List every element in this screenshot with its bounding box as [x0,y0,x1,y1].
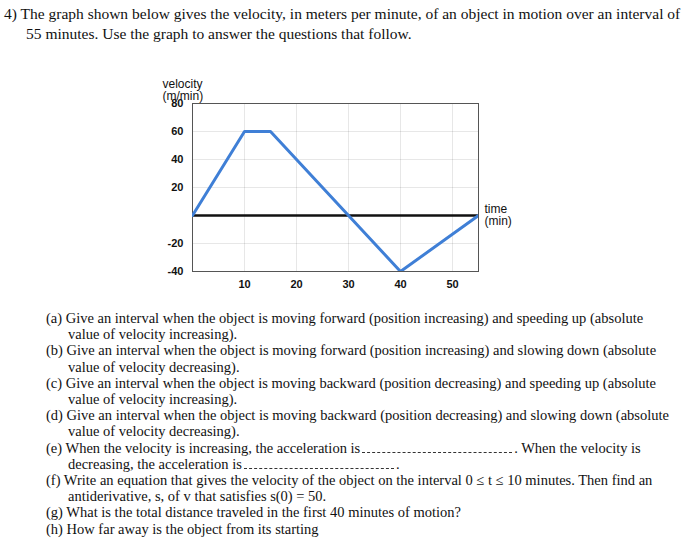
svg-text:10: 10 [238,278,250,290]
html-text:(f) Write an equation that giv: (f) Write an equation that gives the vel… [46,472,653,505]
svg-text:40: 40 [171,153,183,165]
svg-text:20: 20 [290,278,302,290]
svg-text:time(min): time(min) [485,202,512,228]
svg-text:80: 80 [171,97,184,109]
html-text:(b) Give an interval when the: (b) Give an interval when the object is … [46,342,657,375]
html-text:(d) Give an interval when the: (d) Give an interval when the object is … [46,407,669,440]
html-text:(a) Give an interval when the: (a) Give an interval when the object is … [46,310,644,343]
html-text:(g) What is the total distance: (g) What is the total distance traveled … [46,504,461,521]
svg-text:30: 30 [342,278,354,290]
svg-text:60: 60 [171,125,183,137]
html-text:(h) How far away is the object: (h) How far away is the object from its … [46,520,319,537]
svg-text:-20: -20 [168,237,184,249]
svg-text:50: 50 [446,278,458,290]
html-text:(c) Give an interval when the: (c) Give an interval when the object is … [46,374,656,407]
html-text:. When the velocity is decreas: . When the velocity is decreasing, the a… [68,439,641,472]
html-text:4) The graph shown below gives: 4) The graph shown below gives the veloc… [4,5,681,42]
svg-text:-40: -40 [168,265,184,277]
svg-text:20: 20 [171,181,183,193]
svg-text:40: 40 [394,278,406,290]
html-text:(e) When the velocity is incre: (e) When the velocity is increasing, the… [46,439,361,456]
svg-text:velocity(m/min): velocity(m/min) [163,77,204,103]
